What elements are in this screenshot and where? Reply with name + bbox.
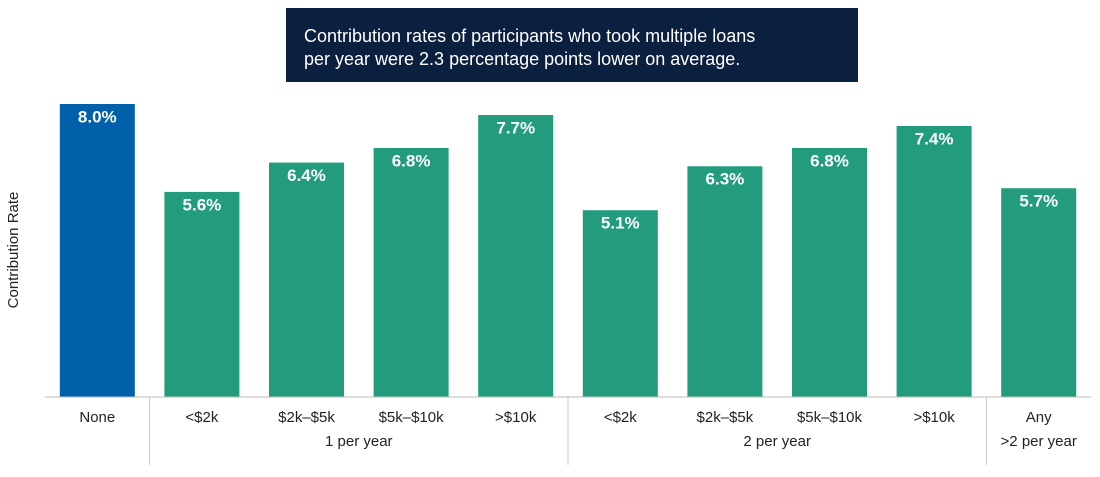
- annotation-box: [286, 8, 858, 82]
- x-tick-label: $2k–$5k: [697, 409, 754, 426]
- value-label: 5.7%: [1019, 192, 1058, 211]
- value-label: 6.8%: [810, 151, 849, 170]
- group-label: 1 per year: [325, 433, 393, 450]
- value-label: 5.1%: [601, 214, 640, 233]
- x-tick-label: >$10k: [495, 409, 537, 426]
- bar: [269, 162, 344, 397]
- bar: [792, 147, 867, 397]
- value-label: 6.3%: [706, 170, 745, 189]
- bar: [896, 125, 972, 397]
- group-label: >2 per year: [1001, 433, 1077, 450]
- x-tick-label: $5k–$10k: [379, 409, 445, 426]
- value-label: 6.8%: [392, 151, 431, 170]
- bar: [582, 210, 658, 397]
- annotation: per year were 2.3 percentage points lowe…: [304, 49, 740, 69]
- bar: [687, 166, 763, 397]
- bar: [59, 104, 135, 397]
- bar: [164, 191, 240, 397]
- x-tick-label: None: [79, 409, 115, 426]
- value-label: 5.6%: [183, 195, 222, 214]
- y-axis-label: Contribution Rate: [5, 192, 22, 309]
- x-tick-label: $5k–$10k: [797, 409, 863, 426]
- x-tick-label: >$10k: [913, 409, 955, 426]
- value-label: 7.7%: [496, 118, 535, 137]
- bar: [373, 147, 449, 397]
- bar: [478, 114, 554, 398]
- value-label: 6.4%: [287, 166, 326, 185]
- x-tick-label: <$2k: [604, 409, 637, 426]
- group-label: 2 per year: [743, 433, 811, 450]
- bar: [1001, 188, 1077, 397]
- x-tick-label: Any: [1026, 409, 1052, 426]
- x-tick-label: <$2k: [185, 409, 218, 426]
- value-label: 7.4%: [915, 129, 954, 148]
- value-label: 8.0%: [78, 107, 117, 126]
- annotation: Contribution rates of participants who t…: [304, 26, 755, 46]
- x-tick-label: $2k–$5k: [278, 409, 335, 426]
